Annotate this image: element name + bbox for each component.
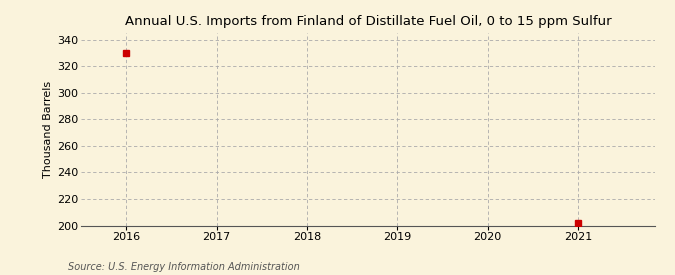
Title: Annual U.S. Imports from Finland of Distillate Fuel Oil, 0 to 15 ppm Sulfur: Annual U.S. Imports from Finland of Dist… <box>125 15 611 28</box>
Y-axis label: Thousand Barrels: Thousand Barrels <box>43 81 53 178</box>
Text: Source: U.S. Energy Information Administration: Source: U.S. Energy Information Administ… <box>68 262 299 272</box>
